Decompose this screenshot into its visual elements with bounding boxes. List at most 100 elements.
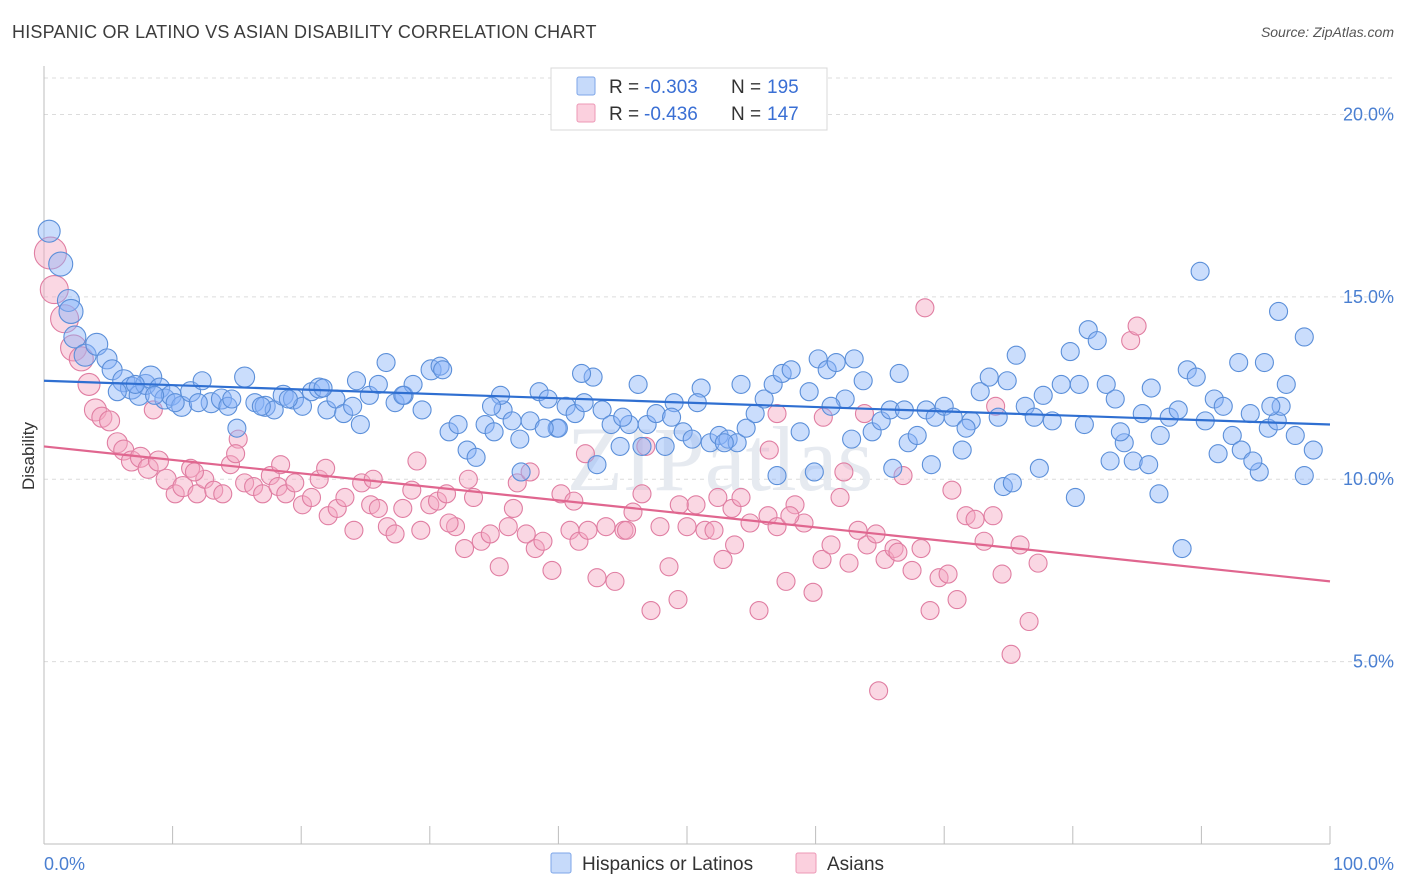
y-tick-label: 15.0% [1343, 287, 1394, 307]
hispanic-point [58, 298, 84, 324]
asian-point [226, 444, 246, 464]
hispanic-point [804, 462, 824, 482]
hispanic-point [1229, 352, 1249, 373]
asian-point [759, 440, 779, 460]
hispanic-point [1240, 404, 1260, 424]
hispanic-point [1139, 455, 1159, 475]
asian-point [893, 466, 913, 486]
hispanic-point [1024, 407, 1044, 427]
hispanic-point [1186, 367, 1206, 387]
asian-point [839, 553, 859, 573]
hispanic-point [278, 389, 298, 409]
asian-point [184, 462, 205, 482]
hispanic-point [826, 352, 846, 373]
hispanic-point [628, 374, 648, 394]
legend-n-value-2: 147 [767, 104, 799, 125]
hispanic-point [308, 377, 330, 399]
hispanic-point [1294, 327, 1314, 347]
hispanic-point [691, 378, 711, 398]
x-tick-label-min: 0.0% [44, 854, 85, 874]
hispanic-point [343, 396, 363, 416]
asian-point [888, 542, 908, 562]
hispanic-point [1110, 422, 1130, 442]
hispanic-point [952, 440, 972, 460]
legend-r-label-2: R = [609, 104, 639, 125]
asian-point [458, 469, 478, 489]
asian-point [617, 520, 637, 540]
asian-point [767, 404, 787, 424]
chart-title: HISPANIC OR LATINO VS ASIAN DISABILITY C… [12, 22, 597, 42]
asian-point [803, 582, 823, 602]
hispanic-point [448, 414, 468, 435]
hispanic-point [1105, 389, 1125, 409]
asian-point [498, 517, 518, 537]
hispanics-points [37, 219, 1323, 559]
hispanic-point [165, 393, 185, 413]
hispanic-point [583, 367, 603, 387]
asian-point [915, 298, 935, 318]
legend-box: R = -0.303 N = 195 R = -0.436 N = 147 [550, 67, 828, 131]
asian-point [525, 538, 545, 559]
y-tick-labels: 5.0% 10.0% 15.0% 20.0% [1343, 104, 1394, 671]
hispanic-point [1006, 345, 1026, 365]
hispanic-point [632, 436, 652, 456]
asian-point [407, 451, 427, 471]
y-tick-label: 10.0% [1343, 469, 1394, 489]
asian-point [1127, 316, 1147, 336]
hispanic-point [210, 388, 233, 410]
asian-point [869, 681, 889, 701]
asian-point [454, 538, 475, 559]
asian-point [393, 498, 413, 518]
asian-point [854, 404, 875, 424]
hispanic-point [736, 418, 756, 438]
asian-point [181, 458, 201, 478]
asian-point [439, 513, 459, 533]
hispanic-point [412, 400, 432, 420]
x-tick-label-max: 100.0% [1333, 854, 1394, 874]
asian-point [533, 531, 553, 551]
asian-point [821, 535, 841, 555]
asian-point [271, 455, 291, 475]
bottom-legend: Hispanics or Latinos Asians [550, 852, 884, 875]
asian-point [327, 498, 347, 518]
hispanic-point [988, 407, 1008, 427]
asian-point [445, 517, 466, 537]
hispanic-point [1141, 378, 1161, 398]
hispanic-point [1132, 404, 1152, 424]
hispanic-point [842, 429, 862, 449]
asian-point [983, 506, 1003, 526]
hispanic-point [393, 385, 413, 405]
y-tick-label: 5.0% [1353, 652, 1394, 672]
asian-point [507, 473, 527, 493]
asian-point [830, 487, 850, 508]
hispanic-point [883, 458, 903, 478]
asian-point [1028, 553, 1048, 573]
hispanic-point [1231, 440, 1251, 460]
hispanic-point [1123, 451, 1143, 471]
asian-point [677, 517, 697, 537]
hispanic-point [433, 360, 453, 380]
hispanic-point [781, 360, 801, 380]
legend-r-value-1: -0.303 [644, 77, 698, 98]
asian-point [708, 487, 728, 508]
asian-point [344, 520, 364, 540]
asian-point [641, 601, 661, 621]
asian-point [253, 484, 273, 504]
asian-point [605, 571, 625, 591]
asian-point [1019, 611, 1039, 632]
hispanic-point [510, 429, 530, 449]
asian-point [1001, 644, 1021, 664]
hispanic-point [1087, 331, 1107, 351]
hispanic-point [548, 418, 568, 438]
hispanic-point [1190, 261, 1210, 281]
hispanic-point [714, 433, 734, 453]
asian-point [165, 484, 185, 504]
hispanic-point [1222, 425, 1242, 446]
hispanic-point [1285, 425, 1305, 446]
legend-swatch-asian [576, 103, 596, 123]
asian-point [911, 538, 931, 559]
asian-point [575, 444, 595, 464]
hispanic-point [1069, 374, 1089, 394]
asians-points [33, 236, 1147, 701]
